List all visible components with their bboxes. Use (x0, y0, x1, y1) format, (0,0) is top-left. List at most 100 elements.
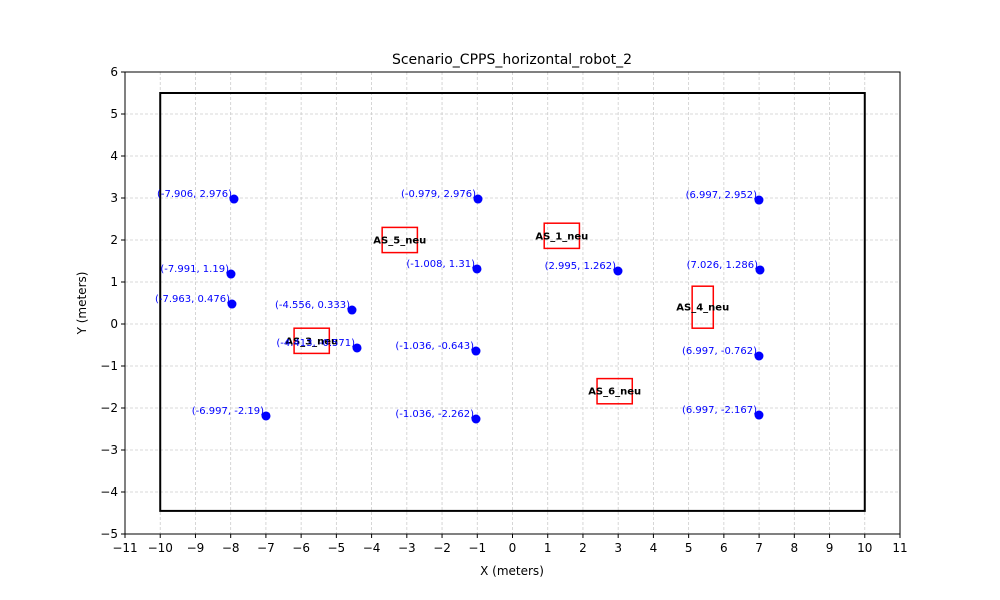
station-AS_4_neu: AS_4_neu (676, 285, 729, 329)
point-marker (754, 410, 764, 420)
x-tick-label: 2 (579, 541, 587, 555)
point-marker (473, 194, 483, 204)
data-point: (7.026, 1.286) (687, 260, 765, 275)
point-label: (-4.413, -0.571) (276, 338, 355, 349)
data-point: (-4.556, 0.333) (275, 300, 357, 315)
point-label: (6.997, 2.952) (686, 190, 758, 201)
axis-ticks: −11 −10 −9 −8 −7 −6 −5 −4 −3 −2 −1 0 1 2 3 4 5 6 7 8 9 10 11−5… (100, 65, 907, 555)
y-tick-label: −1 (100, 359, 118, 373)
station-box (293, 327, 331, 355)
y-tick-label: −2 (100, 401, 118, 415)
station-box (381, 226, 419, 254)
x-axis-title: X (meters) (480, 564, 544, 578)
station-box (596, 377, 634, 405)
x-tick-label: −8 (222, 541, 240, 555)
point-marker (471, 346, 481, 356)
data-point: (-1.036, -0.643) (395, 341, 481, 356)
data-point: (-4.413, -0.571) (276, 338, 362, 353)
point-marker (261, 411, 271, 421)
point-marker (471, 414, 481, 424)
point-marker (347, 305, 357, 315)
point-marker (754, 195, 764, 205)
station-label: AS_3_neu (285, 336, 338, 347)
data-point: (-7.963, 0.476) (155, 294, 237, 309)
y-tick-label: −3 (100, 443, 118, 457)
station-AS_1_neu: AS_1_neu (535, 222, 588, 250)
y-tick-label: 1 (110, 275, 118, 289)
data-point: (-0.979, 2.976) (401, 189, 483, 204)
x-tick-label: −7 (257, 541, 275, 555)
station-label: AS_6_neu (588, 387, 641, 398)
x-tick-label: 8 (790, 541, 798, 555)
x-tick-label: 0 (509, 541, 517, 555)
x-tick-label: −3 (398, 541, 416, 555)
data-point: (6.997, -0.762) (682, 346, 764, 361)
y-tick-label: 2 (110, 233, 118, 247)
x-tick-label: 6 (720, 541, 728, 555)
point-label: (7.026, 1.286) (687, 260, 759, 271)
data-point: (-6.997, -2.19) (192, 406, 271, 421)
x-tick-label: −4 (363, 541, 381, 555)
point-marker (229, 194, 239, 204)
station-box (691, 285, 715, 329)
data-point: (6.997, 2.952) (686, 190, 764, 205)
station-label: AS_4_neu (676, 303, 729, 314)
data-point: (-7.991, 1.19) (160, 264, 236, 279)
boundary-layer (159, 92, 866, 512)
x-tick-label: 11 (892, 541, 907, 555)
station-label: AS_5_neu (373, 236, 426, 247)
y-tick-label: 0 (110, 317, 118, 331)
data-point: (6.997, -2.167) (682, 405, 764, 420)
x-tick-label: −5 (328, 541, 346, 555)
point-label: (-7.991, 1.19) (160, 264, 229, 275)
point-label: (-1.036, -2.262) (395, 409, 474, 420)
y-tick-label: 4 (110, 149, 118, 163)
point-label: (6.997, -2.167) (682, 405, 757, 416)
point-marker (352, 343, 362, 353)
chart-title: Scenario_CPPS_horizontal_robot_2 (392, 52, 632, 68)
point-label: (-1.036, -0.643) (395, 341, 474, 352)
x-tick-label: −9 (187, 541, 205, 555)
x-tick-label: 10 (857, 541, 872, 555)
station-box (543, 222, 581, 250)
data-point: (-1.036, -2.262) (395, 409, 481, 424)
y-tick-label: 3 (110, 191, 118, 205)
point-label: (-0.979, 2.976) (401, 189, 476, 200)
x-tick-label: −10 (148, 541, 173, 555)
x-tick-label: −1 (468, 541, 486, 555)
x-tick-label: 4 (650, 541, 658, 555)
point-marker (226, 269, 236, 279)
y-tick-label: −4 (100, 485, 118, 499)
point-marker (227, 299, 237, 309)
point-marker (754, 351, 764, 361)
point-label: (6.997, -0.762) (682, 346, 757, 357)
point-label: (-7.963, 0.476) (155, 294, 230, 305)
station-layer: AS_1_neu AS_3_neu AS_4_neu AS_5_neu AS_6_neu (285, 222, 729, 405)
station-AS_5_neu: AS_5_neu (373, 226, 426, 254)
y-axis-title: Y (meters) (75, 272, 89, 336)
x-tick-label: −6 (292, 541, 310, 555)
point-marker (613, 266, 623, 276)
station-AS_6_neu: AS_6_neu (588, 377, 641, 405)
point-label: (-6.997, -2.19) (192, 406, 264, 417)
point-layer: (-7.906, 2.976) (-7.991, 1.19) (-7.963, 0.… (155, 189, 765, 424)
station-label: AS_1_neu (535, 231, 588, 242)
point-label: (2.995, 1.262) (545, 261, 617, 272)
y-tick-label: −5 (100, 527, 118, 541)
x-tick-label: 5 (685, 541, 693, 555)
x-tick-label: 7 (755, 541, 763, 555)
x-tick-label: −2 (433, 541, 451, 555)
point-label: (-1.008, 1.31) (406, 259, 475, 270)
x-tick-label: 1 (544, 541, 552, 555)
point-marker (755, 265, 765, 275)
data-point: (-1.008, 1.31) (406, 259, 482, 274)
point-label: (-4.556, 0.333) (275, 300, 350, 311)
data-point: (2.995, 1.262) (545, 261, 623, 276)
point-marker (472, 264, 482, 274)
data-point: (-7.906, 2.976) (157, 189, 239, 204)
point-label: (-7.906, 2.976) (157, 189, 232, 200)
x-tick-label: 3 (614, 541, 622, 555)
x-tick-label: −11 (112, 541, 137, 555)
